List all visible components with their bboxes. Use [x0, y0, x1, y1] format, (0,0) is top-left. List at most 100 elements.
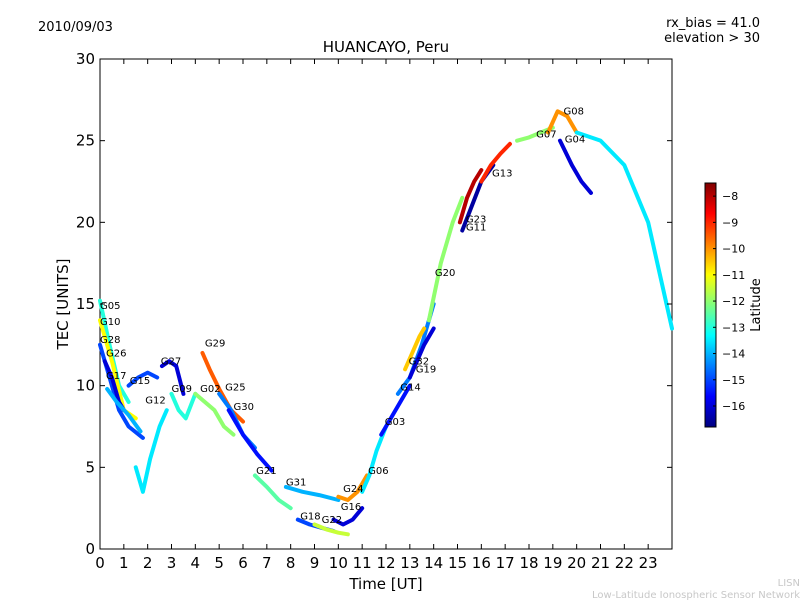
sat-label-g16: G16 [341, 502, 361, 513]
x-tick-label: 19 [543, 554, 562, 572]
sat-label-g30: G30 [233, 402, 253, 413]
colorbar-tick-label: −16 [722, 400, 745, 413]
trace-g21 [252, 473, 293, 511]
colorbar: −8 −9 −10 −11 −12 −13 −14 −15 −16 [704, 182, 745, 428]
x-tick-label: 3 [167, 554, 177, 572]
y-tick-label: 30 [76, 50, 95, 68]
elevation-label: elevation > 30 [664, 31, 760, 46]
sat-label-g08: G08 [564, 107, 584, 118]
x-tick-label: 6 [238, 554, 248, 572]
sat-label-g29: G29 [205, 338, 225, 349]
colorbar-tick-label: −13 [722, 321, 745, 334]
sat-label-g10: G10 [100, 317, 120, 328]
x-tick-label: 1 [119, 554, 129, 572]
trace-g20 [426, 195, 465, 323]
trace-g17 [105, 386, 143, 434]
x-tick-label: 16 [472, 554, 491, 572]
sat-label-g07: G07 [536, 129, 556, 140]
sat-label-g14: G14 [400, 383, 420, 394]
sat-label-g02: G02 [200, 384, 220, 395]
sat-label-g21: G21 [256, 466, 276, 477]
plot-area: G05 G10 G28 G26 G17 G15 G12 G27 G09 G02 G29 G25 G30 G… [76, 50, 674, 572]
x-tick-label: 17 [496, 554, 515, 572]
y-axis-label: TEC [UNITS] [54, 259, 72, 351]
x-tick-label: 10 [329, 554, 348, 572]
colorbar-tick-label: −10 [722, 243, 745, 256]
x-tick-label: 12 [376, 554, 395, 572]
x-axis-label: Time [UT] [348, 575, 422, 593]
colorbar-label: Latitude [749, 278, 764, 332]
footer-lisn: LISN [778, 578, 800, 589]
date-label: 2010/09/03 [38, 20, 113, 35]
sat-label-g04: G04 [565, 134, 585, 145]
sat-label-g15: G15 [130, 376, 150, 387]
trace-g31 [283, 484, 341, 502]
trace-g19 [407, 326, 436, 380]
sat-label-g23: G23 [466, 214, 486, 225]
trace-g08 [546, 109, 579, 135]
trace-g13 [479, 141, 512, 184]
sat-label-g03: G03 [385, 417, 405, 428]
footer-network: Low-Latitude Ionospheric Sensor Network [592, 590, 800, 600]
sat-label-g19: G19 [416, 365, 436, 376]
sat-label-g26: G26 [106, 348, 126, 359]
trace-g16 [331, 506, 365, 527]
x-tick-label: 4 [191, 554, 201, 572]
x-tick-label: 2 [143, 554, 153, 572]
x-tick-label: 15 [448, 554, 467, 572]
y-tick-label: 10 [76, 377, 95, 395]
sat-label-g17: G17 [106, 371, 126, 382]
sat-label-g22: G22 [322, 515, 342, 526]
colorbar-tick-label: −8 [722, 190, 738, 203]
x-tick-label: 22 [615, 554, 634, 572]
trace-g22 [312, 522, 350, 537]
sat-label-g24: G24 [343, 484, 363, 495]
x-tick-label: 20 [567, 554, 586, 572]
sat-label-g05: G05 [100, 301, 120, 312]
x-tick-label: 21 [591, 554, 610, 572]
colorbar-tick-label: −9 [722, 216, 738, 229]
y-tick-label: 5 [85, 458, 95, 476]
trace-g03 [379, 383, 412, 437]
sat-label-g27: G27 [161, 356, 181, 367]
sat-label-g06: G06 [368, 466, 388, 477]
x-tick-label: 23 [639, 554, 658, 572]
trace-g06 [360, 424, 388, 494]
trace-g09 [169, 391, 198, 421]
x-tick-label: 14 [424, 554, 443, 572]
trace-g07 [515, 125, 555, 143]
x-tick-label: 13 [400, 554, 419, 572]
sat-label-g20: G20 [435, 268, 455, 279]
sat-label-g11: G11 [466, 223, 486, 234]
sat-label-g18: G18 [300, 512, 320, 523]
sat-label-g25: G25 [225, 383, 245, 394]
sat-label-g28: G28 [100, 335, 120, 346]
trace-g01 [574, 130, 674, 331]
rx-bias-label: rx_bias = 41.0 [666, 16, 760, 31]
x-tick-label: 18 [519, 554, 538, 572]
x-tick-label: 9 [310, 554, 320, 572]
trace-g04 [557, 138, 593, 195]
sat-label-g09: G09 [172, 384, 192, 395]
colorbar-tick-label: −12 [722, 295, 745, 308]
y-tick-label: 15 [76, 295, 95, 313]
trace-g24 [336, 473, 369, 502]
trace-g32 [403, 326, 427, 372]
trace-g02 [193, 391, 236, 437]
x-tick-label: 8 [286, 554, 296, 572]
sat-label-g13: G13 [492, 169, 512, 180]
x-tick-label: 5 [214, 554, 224, 572]
sat-label-g32: G32 [409, 356, 429, 367]
y-tick-label: 20 [76, 213, 95, 231]
colorbar-gradient [704, 182, 717, 428]
trace-g15 [126, 370, 160, 388]
colorbar-tick-label: −15 [722, 374, 745, 387]
trace-g27 [159, 359, 186, 396]
trace-g30 [226, 408, 274, 473]
colorbar-tick-label: −14 [722, 348, 745, 361]
y-tick-label: 25 [76, 132, 95, 150]
trace-g23 [457, 168, 484, 225]
chart-title: HUANCAYO, Peru [323, 38, 449, 56]
sat-label-g12: G12 [145, 396, 165, 407]
